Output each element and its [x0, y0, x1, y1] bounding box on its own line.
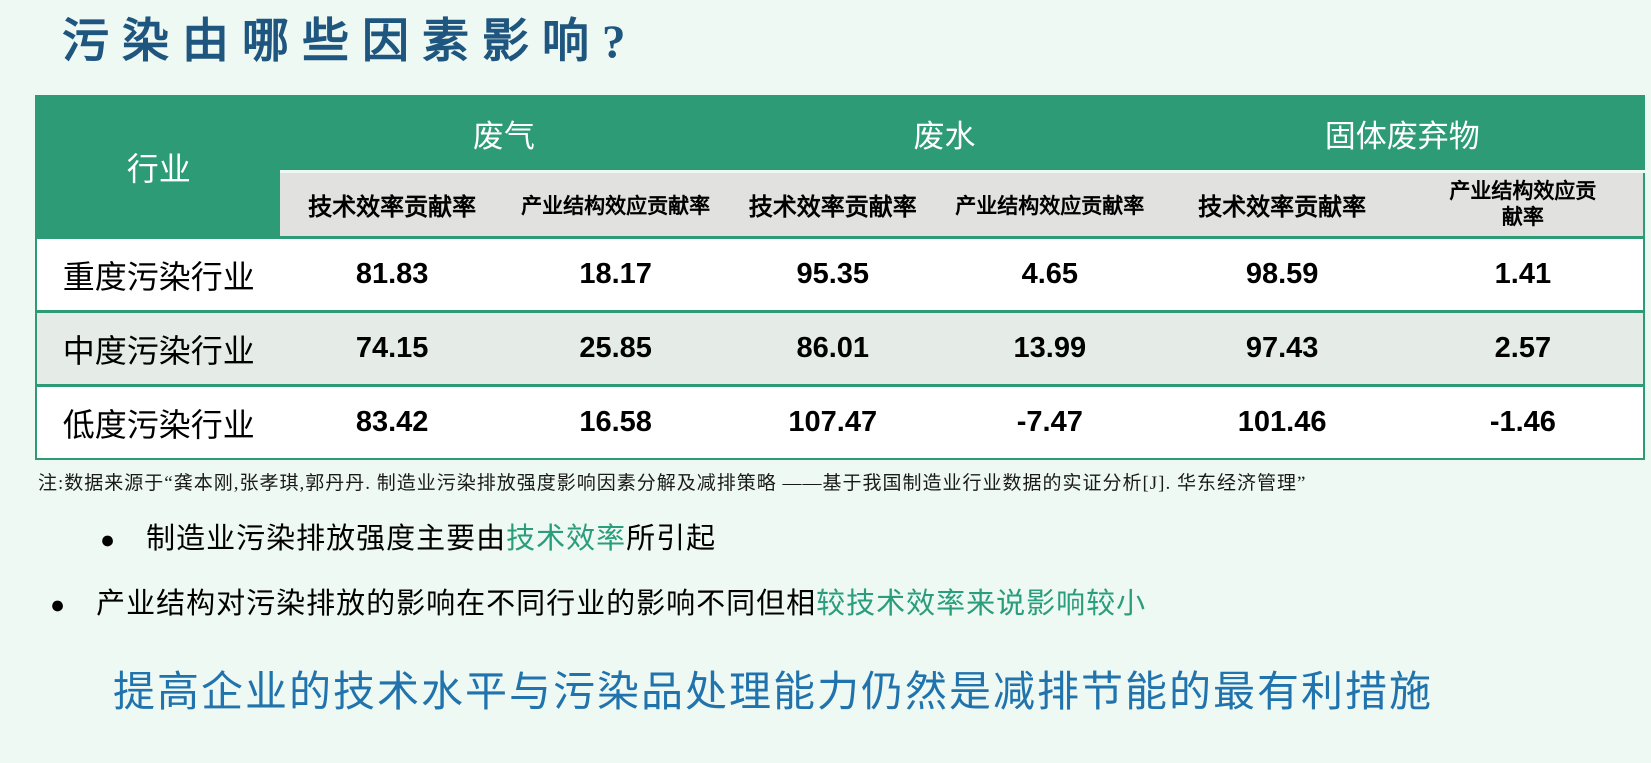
subheader-gas-tech-efficiency: 技术效率贡献率: [280, 171, 504, 238]
cell-value: 18.17: [579, 258, 652, 290]
cell-value: 95.35: [796, 258, 870, 290]
cell-value: -7.47: [1016, 406, 1083, 438]
subheader-gas-industry-structure: 产业结构效应贡献率: [503, 171, 728, 238]
table-row-low-pollution: 低度污染行业 83.42 16.58 107.47 -7.47 101.46 -…: [36, 385, 1644, 459]
page-title: 污染由哪些因素影响?: [62, 16, 639, 68]
bullet-icon: ●: [100, 527, 117, 554]
cell-value: 98.59: [1245, 258, 1319, 290]
row-label: 中度污染行业: [62, 332, 255, 369]
table-row-heavy-pollution: 重度污染行业 81.83 18.17 95.35 4.65 98.59 1.41: [36, 237, 1644, 312]
cell-value: 86.01: [796, 332, 870, 364]
cell-value: 107.47: [788, 406, 878, 438]
conclusion-statement: 提高企业的技术水平与污染品处理能力仍然是减排节能的最有利措施: [112, 670, 1433, 716]
bullet-highlight: 较技术效率来说影响较小: [816, 588, 1147, 620]
subheader-solid-industry-structure: 产业结构效应贡献率: [1402, 171, 1644, 238]
row-label: 重度污染行业: [62, 258, 255, 295]
cell-value: 2.57: [1494, 332, 1552, 364]
bullet-highlight: 技术效率: [506, 523, 627, 555]
cell-value: -1.46: [1489, 406, 1556, 438]
cell-value: 4.65: [1021, 258, 1079, 290]
group-header-waste-gas: 废气: [280, 96, 728, 173]
bullet-point-2: ● 产业结构对污染排放的影响在不同行业的影响不同但相较技术效率来说影响较小: [50, 580, 1146, 622]
cell-value: 25.85: [579, 332, 652, 364]
subheader-wrapped-label: 产业结构效应贡献率: [1449, 180, 1597, 229]
subheader-solid-tech-efficiency: 技术效率贡献率: [1161, 171, 1403, 238]
bullet-text: 产业结构对污染排放的影响在不同行业的影响不同但相: [96, 588, 817, 620]
cell-value: 97.43: [1245, 332, 1319, 364]
group-header-waste-water: 废水: [727, 96, 1162, 173]
cell-value: 101.46: [1237, 406, 1327, 438]
cell-value: 1.41: [1494, 258, 1552, 290]
subheader-water-industry-structure: 产业结构效应贡献率: [938, 171, 1162, 238]
bullet-text: 制造业污染排放强度主要由: [146, 523, 507, 555]
group-header-solid-waste: 固体废弃物: [1161, 96, 1644, 173]
source-note: 注:数据来源于“龚本刚,张孝琪,郭丹丹. 制造业污染排放强度影响因素分解及减排策…: [38, 473, 1307, 494]
table-row-medium-pollution: 中度污染行业 74.15 25.85 86.01 13.99 97.43 2.5…: [36, 311, 1644, 386]
subheader-water-tech-efficiency: 技术效率贡献率: [727, 171, 939, 238]
row-label: 低度污染行业: [62, 406, 255, 443]
column-header-industry: 行业: [36, 96, 281, 238]
bullet-text: 所引起: [626, 523, 717, 555]
cell-value: 74.15: [355, 332, 429, 364]
table-group-header-row: 行业 废气 废水 固体废弃物: [36, 96, 1644, 238]
cell-value: 81.83: [355, 258, 429, 290]
bullet-icon: ●: [50, 592, 67, 619]
cell-value: 16.58: [579, 406, 652, 438]
pollution-factors-table: 行业 废气 废水 固体废弃物 技术效率贡献率 产业结构效应贡献率 技术效率贡献率…: [35, 95, 1645, 460]
cell-value: 13.99: [1013, 332, 1087, 364]
bullet-point-1: ● 制造业污染排放强度主要由技术效率所引起: [100, 515, 716, 557]
table-subheader-row: 技术效率贡献率 产业结构效应贡献率 技术效率贡献率 产业结构效应贡献率 技术效率…: [36, 171, 1644, 238]
cell-value: 83.42: [355, 406, 429, 438]
